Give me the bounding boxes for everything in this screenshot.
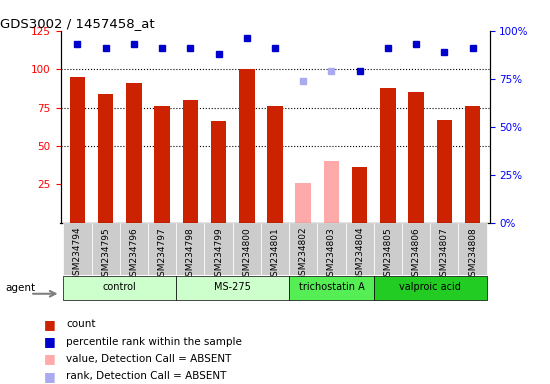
Bar (324, 161, 339, 223)
Bar (317, 223, 345, 275)
Bar (91, 223, 120, 275)
Bar (239, 69, 255, 223)
Text: ■: ■ (44, 353, 56, 366)
Bar (120, 223, 148, 275)
Text: ■: ■ (44, 318, 56, 331)
Bar (380, 88, 395, 223)
Bar (183, 100, 198, 223)
Text: value, Detection Call = ABSENT: value, Detection Call = ABSENT (66, 354, 232, 364)
Bar (211, 121, 226, 223)
Text: ■: ■ (44, 370, 56, 383)
Text: GSM234804: GSM234804 (355, 227, 364, 281)
Text: agent: agent (6, 283, 36, 293)
Bar (437, 120, 452, 223)
Text: GSM234796: GSM234796 (129, 227, 139, 281)
Text: GSM234795: GSM234795 (101, 227, 110, 281)
Text: GSM234800: GSM234800 (243, 227, 251, 281)
Bar (352, 167, 367, 223)
Bar (267, 106, 283, 223)
Bar (289, 223, 317, 275)
Text: GSM234798: GSM234798 (186, 227, 195, 281)
Text: GSM234806: GSM234806 (411, 227, 421, 281)
Bar (205, 223, 233, 275)
Bar (176, 276, 289, 300)
Bar (430, 223, 459, 275)
Bar (70, 77, 85, 223)
Text: GSM234802: GSM234802 (299, 227, 307, 281)
Bar (289, 276, 374, 300)
Bar (155, 106, 170, 223)
Bar (465, 106, 480, 223)
Text: GSM234803: GSM234803 (327, 227, 336, 281)
Bar (176, 223, 205, 275)
Text: control: control (103, 283, 136, 293)
Text: GSM234797: GSM234797 (158, 227, 167, 281)
Bar (233, 223, 261, 275)
Text: GSM234805: GSM234805 (383, 227, 392, 281)
Bar (148, 223, 176, 275)
Bar (98, 94, 113, 223)
Text: MS-275: MS-275 (214, 283, 251, 293)
Bar (408, 92, 424, 223)
Text: GSM234808: GSM234808 (468, 227, 477, 281)
Text: GSM234799: GSM234799 (214, 227, 223, 281)
Bar (261, 223, 289, 275)
Text: percentile rank within the sample: percentile rank within the sample (66, 337, 242, 347)
Bar (126, 83, 142, 223)
Bar (295, 183, 311, 223)
Text: rank, Detection Call = ABSENT: rank, Detection Call = ABSENT (66, 371, 227, 381)
Bar (345, 223, 374, 275)
Bar (374, 276, 487, 300)
Bar (459, 223, 487, 275)
Bar (402, 223, 430, 275)
Text: GSM234807: GSM234807 (440, 227, 449, 281)
Bar (374, 223, 402, 275)
Text: GSM234794: GSM234794 (73, 227, 82, 281)
Text: count: count (66, 319, 96, 329)
Text: trichostatin A: trichostatin A (299, 283, 364, 293)
Text: GDS3002 / 1457458_at: GDS3002 / 1457458_at (0, 17, 155, 30)
Bar (63, 276, 176, 300)
Bar (63, 223, 91, 275)
Text: valproic acid: valproic acid (399, 283, 461, 293)
Text: GSM234801: GSM234801 (271, 227, 279, 281)
Text: ■: ■ (44, 335, 56, 348)
